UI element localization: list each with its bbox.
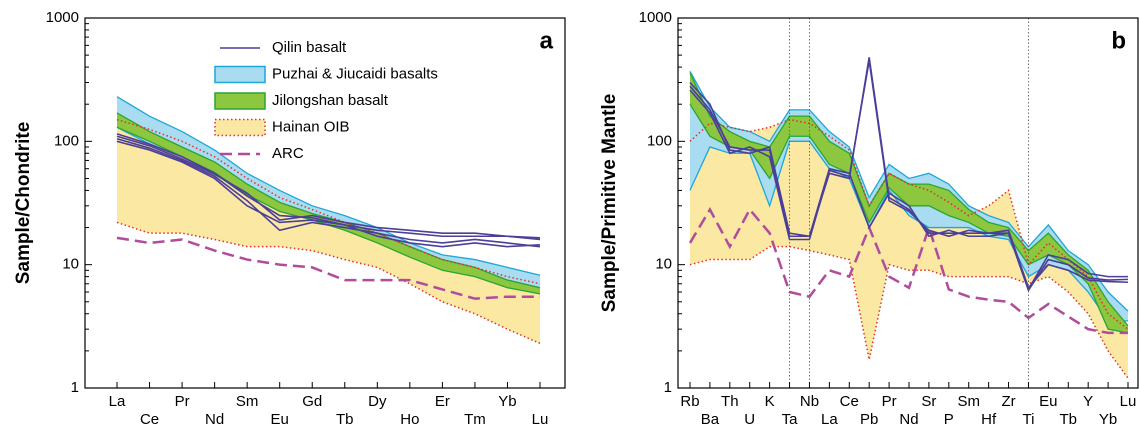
legend-swatch xyxy=(214,118,266,137)
band-fill xyxy=(690,72,1128,333)
y-tick-label: 100 xyxy=(647,132,672,149)
panel-letter: b xyxy=(1111,27,1126,54)
x-tick-label: Tm xyxy=(464,411,486,428)
y-tick-label: 1 xyxy=(71,379,79,396)
band-fill xyxy=(117,96,540,288)
series-line xyxy=(116,236,540,300)
x-tick-label: Ba xyxy=(701,411,720,428)
legend-label: Hainan OIB xyxy=(272,118,350,135)
y-tick-label: 10 xyxy=(62,256,79,273)
x-tick-label: Ti xyxy=(1022,411,1034,428)
x-tick-label: Ce xyxy=(840,393,859,410)
x-tick-label: Pr xyxy=(175,393,190,410)
plot-frame xyxy=(677,17,1139,389)
legend-swatch xyxy=(214,92,266,110)
x-tick-label: Lu xyxy=(1120,393,1137,410)
x-tick-label: Pb xyxy=(860,411,878,428)
panel-a: 1 10 100 1000 La Ce Pr Nd Sm Eu Gd Tb Dy Ho Er Tm Yb Lu Sa… xyxy=(13,9,566,428)
legend-label: ARC xyxy=(272,145,304,162)
y-tick-label: 1000 xyxy=(639,9,672,26)
band-edge xyxy=(689,245,1129,379)
x-tick-label: Nd xyxy=(899,411,918,428)
x-tick-label: La xyxy=(821,411,838,428)
x-tick-label: La xyxy=(109,393,126,410)
x-tick-label: Yb xyxy=(1099,411,1117,428)
y-tick-label: 1000 xyxy=(46,9,79,26)
y-tick-label: 1 xyxy=(664,379,672,396)
sample-line xyxy=(689,60,1129,290)
panel-letter: a xyxy=(540,27,554,54)
y-tick-label: 10 xyxy=(655,256,672,273)
x-tick-label: Dy xyxy=(368,393,387,410)
band-fill xyxy=(690,119,1128,379)
legend-label: Jilongshan basalt xyxy=(272,92,389,109)
x-tick-label: Sm xyxy=(236,393,259,410)
x-tick-label: Ho xyxy=(400,411,419,428)
x-tick-label: Zr xyxy=(1001,393,1015,410)
x-tick-label: Hf xyxy=(981,411,997,428)
x-tick-label: Yb xyxy=(498,393,516,410)
legend-label: Qilin basalt xyxy=(272,39,347,56)
sample-line xyxy=(689,81,1129,293)
x-tick-label: Nd xyxy=(205,411,224,428)
y-axis-title: Sample/Primitive Mantle xyxy=(599,94,620,313)
x-tick-label: Ta xyxy=(782,411,799,428)
x-tick-label: U xyxy=(744,411,755,428)
x-tick-label: Tb xyxy=(336,411,354,428)
band-edge xyxy=(689,70,1129,312)
x-tick-label: Pr xyxy=(882,393,897,410)
plot-area xyxy=(116,96,541,345)
sample-line xyxy=(116,137,541,248)
x-tick-label: Er xyxy=(435,393,450,410)
x-tick-label: Eu xyxy=(271,411,289,428)
sample-line xyxy=(116,135,541,239)
plot-frame xyxy=(84,17,566,389)
x-tick-label: Sm xyxy=(957,393,980,410)
x-tick-label: Eu xyxy=(1039,393,1057,410)
x-tick-label: Y xyxy=(1083,393,1093,410)
sample-line xyxy=(689,57,1128,292)
legend-label: Puzhai & Jiucaidi basalts xyxy=(272,65,438,82)
x-tick-label: Tb xyxy=(1060,411,1078,428)
series-line xyxy=(688,206,1128,335)
y-axis-title: Sample/Chondrite xyxy=(13,122,34,285)
plot-area xyxy=(688,57,1129,379)
sample-line xyxy=(116,133,541,241)
y-tick-label: 100 xyxy=(54,132,79,149)
x-tick-label: P xyxy=(944,411,954,428)
x-tick-label: K xyxy=(765,393,775,410)
band-edge xyxy=(116,221,541,345)
x-tick-label: Sr xyxy=(921,393,936,410)
x-tick-label: Rb xyxy=(680,393,699,410)
legend-swatch xyxy=(214,65,266,84)
x-tick-label: Th xyxy=(721,393,739,410)
sample-line xyxy=(116,140,541,248)
x-tick-label: Ce xyxy=(140,411,159,428)
band-edge xyxy=(116,96,541,276)
band-edge xyxy=(689,118,1129,330)
x-tick-label: Nb xyxy=(800,393,819,410)
x-tick-label: Gd xyxy=(302,393,322,410)
x-tick-label: Lu xyxy=(532,411,549,428)
band-edge xyxy=(116,112,541,289)
